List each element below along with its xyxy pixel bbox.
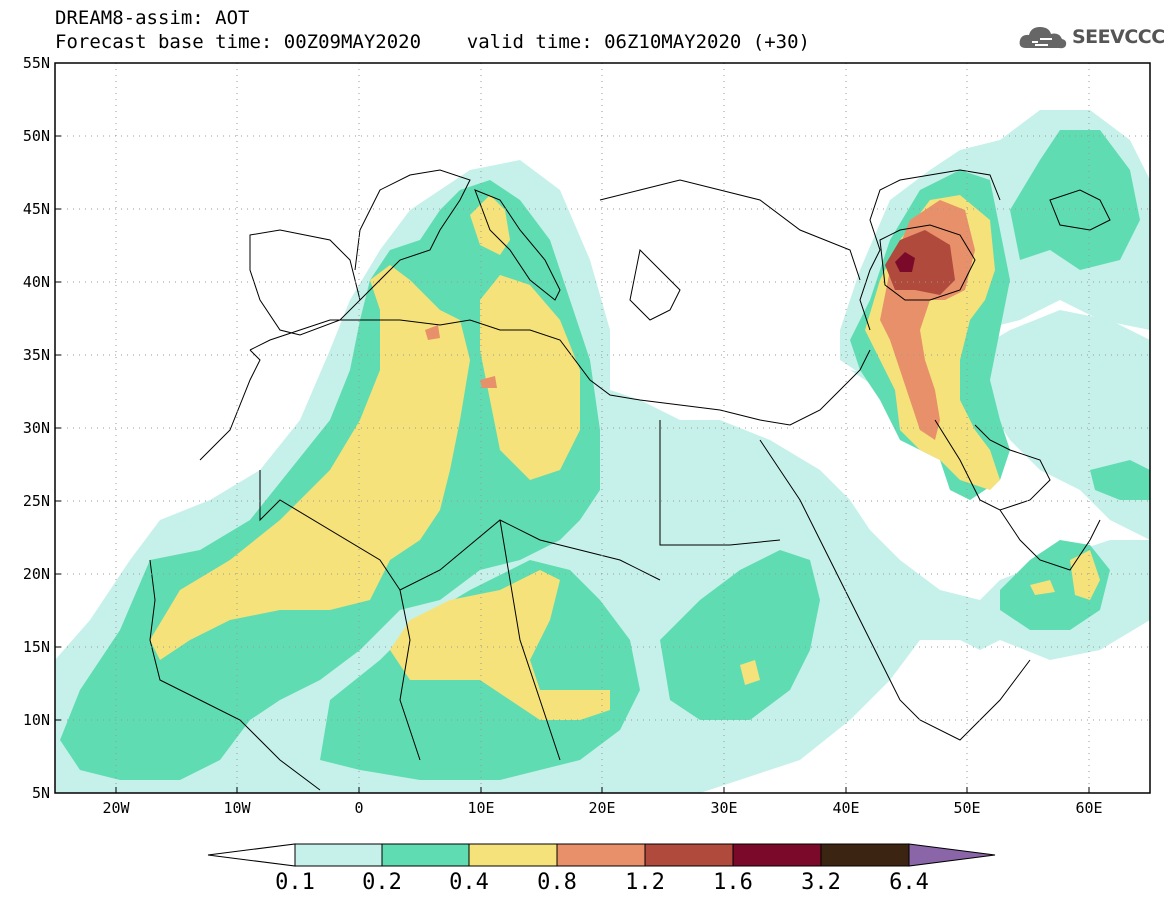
lat-label: 5N bbox=[31, 784, 50, 802]
lat-label: 55N bbox=[22, 54, 50, 72]
map-title: DREAM8-assim: AOT bbox=[55, 7, 250, 29]
lat-label: 10N bbox=[22, 711, 50, 729]
lon-label: 20E bbox=[588, 799, 616, 817]
lat-label: 30N bbox=[22, 419, 50, 437]
axis-ticks bbox=[55, 62, 1090, 793]
lon-label: 30E bbox=[710, 799, 738, 817]
lon-label: 10W bbox=[223, 799, 251, 817]
colorbar-label: 0.8 bbox=[537, 870, 577, 895]
lat-label: 20N bbox=[22, 565, 50, 583]
lon-label: 40E bbox=[832, 799, 860, 817]
cloud-icon bbox=[1019, 27, 1067, 49]
logo-text: SEEVCCC bbox=[1072, 26, 1165, 48]
lon-label: 0 bbox=[354, 799, 364, 817]
lat-label: 35N bbox=[22, 346, 50, 364]
lat-label: 50N bbox=[22, 127, 50, 145]
lon-label: 10E bbox=[467, 799, 495, 817]
map-subtitle: Forecast base time: 00Z09MAY2020 valid t… bbox=[55, 31, 810, 53]
lat-label: 40N bbox=[22, 273, 50, 291]
graticule bbox=[55, 63, 1150, 793]
colorbar-label: 0.2 bbox=[362, 870, 402, 895]
colorbar-label: 0.1 bbox=[275, 870, 315, 895]
coastlines bbox=[149, 169, 1111, 791]
lat-label: 45N bbox=[22, 200, 50, 218]
lon-label: 20W bbox=[102, 799, 130, 817]
colorbar-label: 1.6 bbox=[713, 870, 753, 895]
lon-label: 50E bbox=[953, 799, 981, 817]
aot-level-1.6 bbox=[895, 252, 915, 272]
lat-label: 15N bbox=[22, 638, 50, 656]
colorbar-label: 0.4 bbox=[449, 870, 489, 895]
colorbar-label: 6.4 bbox=[889, 870, 929, 895]
colorbar-label: 3.2 bbox=[801, 870, 841, 895]
aot-level-1.2 bbox=[885, 230, 955, 295]
seevccc-logo: SEEVCCC bbox=[1018, 22, 1165, 54]
lon-label: 60E bbox=[1075, 799, 1103, 817]
lat-label: 25N bbox=[22, 492, 50, 510]
colorbar-label: 1.2 bbox=[625, 870, 665, 895]
